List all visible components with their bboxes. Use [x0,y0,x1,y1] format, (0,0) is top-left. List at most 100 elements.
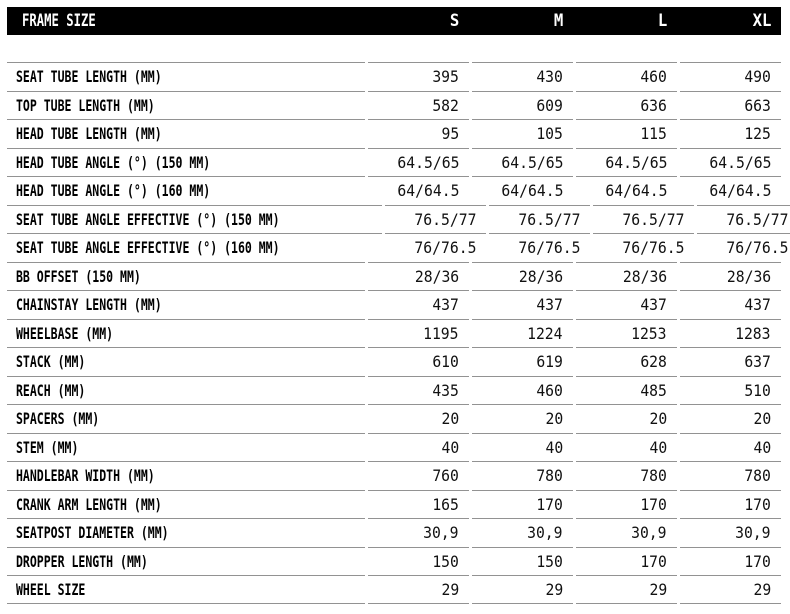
column-header-s-label: S [449,11,459,31]
cell-value: 115 [576,119,677,148]
cell-value-text: 30,9 [735,523,771,543]
table-row: TOP TUBE LENGTH (MM) 582 609 636 663 [7,90,781,120]
row-label: HEAD TUBE ANGLE (°) (160 MM) [16,181,211,201]
cell-value-text: 430 [536,67,563,87]
cell-value: 780 [576,461,677,490]
cell-value: 64/64.5 [680,176,781,205]
table-row: STEM (MM) 40 40 40 40 [7,432,781,462]
row-label-cell: STACK (MM) [7,347,365,376]
cell-value-text: 150 [432,551,459,571]
cell-value: 76/76.5 [593,233,695,262]
cell-value: 64.5/65 [576,147,677,177]
cell-value-text: 609 [536,95,563,115]
cell-value: 485 [576,375,677,405]
cell-value-text: 1253 [631,323,667,343]
cell-value-text: 28/36 [518,266,563,286]
cell-value: 609 [472,90,573,120]
table-row: SEAT TUBE ANGLE EFFECTIVE (°) (150 MM) 76… [7,204,790,234]
cell-value: 1253 [576,318,677,348]
cell-value-text: 636 [640,95,667,115]
cell-value: 430 [472,62,573,91]
cell-value: 29 [576,575,677,604]
cell-value: 29 [680,575,781,604]
cell-value-text: 115 [640,124,667,144]
row-label: WHEELBASE (MM) [16,323,114,343]
row-label: DROPPER LENGTH (MM) [16,551,148,571]
row-label-cell: SEAT TUBE ANGLE EFFECTIVE (°) (160 MM) [7,233,383,262]
table-row: SEAT TUBE LENGTH (MM) 395 430 460 490 [7,62,781,91]
cell-value: 170 [680,546,781,576]
row-label: STEM (MM) [16,437,79,457]
row-label: HEAD TUBE ANGLE (°) (150 MM) [16,152,211,172]
cell-value-text: 637 [744,352,771,372]
table-row: REACH (MM) 435 460 485 510 [7,375,781,405]
cell-value: 170 [472,489,573,519]
cell-value-text: 64.5/65 [396,152,459,172]
cell-value: 20 [576,404,677,433]
cell-value-text: 20 [545,409,563,429]
cell-value: 150 [472,546,573,576]
table-title: FRAME SIZE [22,11,96,31]
cell-value-text: 30,9 [631,523,667,543]
row-label: REACH (MM) [16,380,86,400]
cell-value: 64/64.5 [576,176,677,205]
cell-value-text: 20 [649,409,667,429]
cell-value: 637 [680,347,781,376]
cell-value-text: 663 [744,95,771,115]
cell-value-text: 64/64.5 [500,181,563,201]
cell-value: 395 [368,62,469,91]
row-label-cell: WHEELBASE (MM) [7,318,365,348]
row-label: STACK (MM) [16,352,86,372]
cell-value: 20 [368,404,469,433]
cell-value-text: 28/36 [622,266,667,286]
cell-value-text: 105 [536,124,563,144]
cell-value: 28/36 [472,261,573,291]
row-label-cell: SPACERS (MM) [7,404,365,433]
cell-value-text: 1283 [735,323,771,343]
cell-value: 165 [368,489,469,519]
cell-value: 64/64.5 [472,176,573,205]
cell-value-text: 437 [432,295,459,315]
cell-value: 636 [576,90,677,120]
cell-value: 437 [368,290,469,319]
cell-value-text: 150 [536,551,563,571]
cell-value-text: 1195 [423,323,459,343]
cell-value-text: 30,9 [423,523,459,543]
cell-value-text: 76.5/77 [622,209,685,229]
cell-value: 435 [368,375,469,405]
cell-value: 76.5/77 [697,204,790,234]
cell-value: 628 [576,347,677,376]
row-label: BB OFFSET (150 MM) [16,266,141,286]
table-row: STACK (MM) 610 619 628 637 [7,347,781,376]
cell-value-text: 40 [441,437,459,457]
cell-value-text: 170 [744,551,771,571]
table-row: WHEEL SIZE 29 29 29 29 [7,575,781,604]
cell-value-text: 28/36 [414,266,459,286]
table-row: SEAT TUBE ANGLE EFFECTIVE (°) (160 MM) 76… [7,233,790,262]
cell-value: 437 [680,290,781,319]
table-row: WHEELBASE (MM) 1195 1224 1253 1283 [7,318,781,348]
cell-value-text: 30,9 [527,523,563,543]
cell-value-text: 170 [744,494,771,514]
row-label: CHAINSTAY LENGTH (MM) [16,295,162,315]
table-header-bar: FRAME SIZE S M L XL [7,7,781,35]
cell-value: 780 [472,461,573,490]
cell-value-text: 64.5/65 [708,152,771,172]
cell-value: 28/36 [368,261,469,291]
cell-value: 30,9 [472,518,573,547]
row-label-cell: REACH (MM) [7,375,365,405]
cell-value: 28/36 [680,261,781,291]
cell-value-text: 64/64.5 [604,181,667,201]
cell-value: 437 [472,290,573,319]
row-label: SEAT TUBE ANGLE EFFECTIVE (°) (150 MM) [16,209,280,229]
cell-value-text: 95 [441,124,459,144]
column-header-m-label: M [553,11,563,31]
cell-value-text: 437 [744,295,771,315]
cell-value-text: 40 [753,437,771,457]
cell-value: 76.5/77 [385,204,487,234]
cell-value: 170 [576,546,677,576]
cell-value: 76.5/77 [489,204,591,234]
row-label-cell: CHAINSTAY LENGTH (MM) [7,290,365,319]
cell-value-text: 76.5/77 [414,209,477,229]
row-label: CRANK ARM LENGTH (MM) [16,494,162,514]
